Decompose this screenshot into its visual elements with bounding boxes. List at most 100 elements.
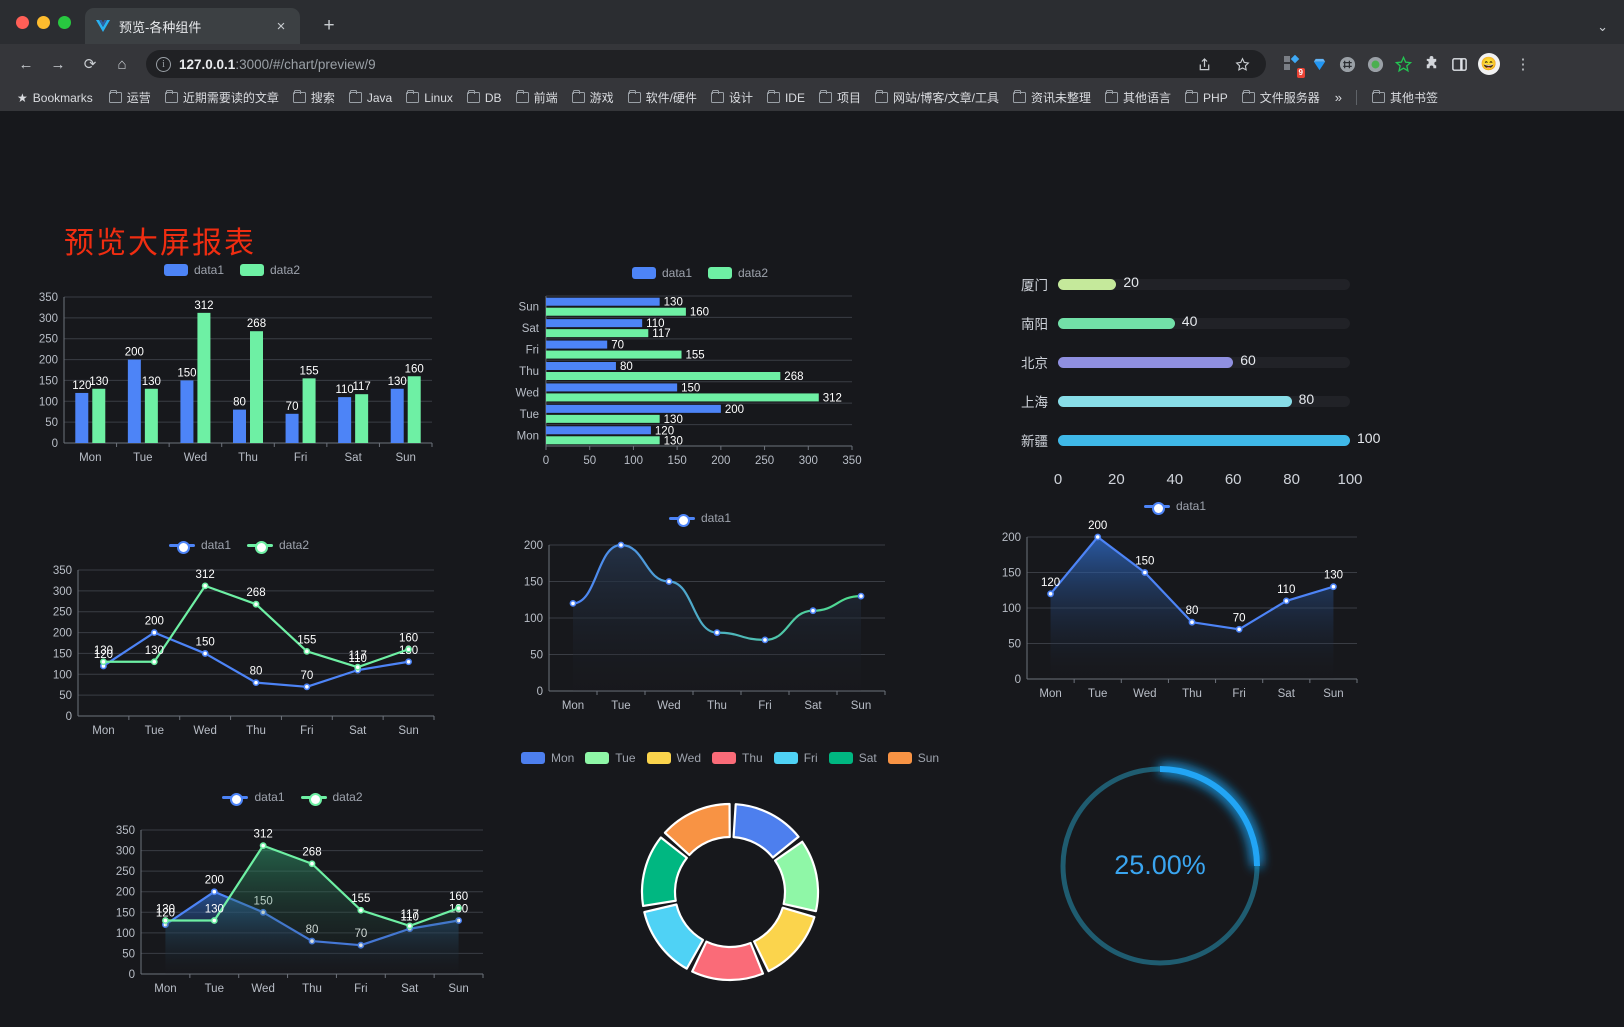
hash-circle-icon[interactable]	[1338, 55, 1357, 74]
reload-icon[interactable]: ⟳	[83, 56, 97, 73]
maximize-window-button[interactable]	[58, 15, 71, 29]
chart-legend[interactable]: data1	[505, 511, 895, 527]
svg-text:120: 120	[72, 380, 91, 392]
diamond-icon[interactable]	[1310, 55, 1329, 74]
legend-item[interactable]: data2	[247, 538, 309, 554]
bookmark-folder[interactable]: 网站/博客/文章/工具	[868, 87, 1006, 108]
browser-menu-icon[interactable]: ⋮	[1515, 56, 1531, 73]
progress-value: 40	[1181, 312, 1198, 329]
legend-item[interactable]: Thu	[712, 751, 763, 765]
donut-slice[interactable]	[732, 803, 800, 859]
home-icon[interactable]: ⌂	[117, 55, 127, 73]
window-controls	[12, 0, 85, 44]
chart-legend[interactable]: data1 data2	[34, 538, 444, 554]
sidepanel-icon[interactable]	[1450, 55, 1469, 74]
progress-row[interactable]: 北京 60	[1000, 349, 1350, 375]
bookmark-folder[interactable]: 前端	[509, 87, 565, 108]
chart-legend[interactable]: data1 data2	[22, 263, 442, 277]
grid-blue-ext-icon[interactable]: 9	[1282, 55, 1305, 78]
bookmarks-overflow-button[interactable]: »	[1334, 90, 1342, 105]
chart-legend[interactable]: Mon Tue Wed Thu Fri Sat Sun	[520, 751, 939, 765]
back-icon[interactable]: ←	[18, 55, 34, 73]
minimize-window-button[interactable]	[37, 15, 50, 29]
browser-tab[interactable]: 预览-各种组件 ×	[85, 8, 300, 44]
donut-slice[interactable]	[691, 940, 765, 982]
svg-text:Tue: Tue	[520, 409, 539, 421]
bookmark-folder[interactable]: 设计	[704, 87, 760, 108]
chart-legend[interactable]: data1 data2	[500, 266, 900, 280]
chart-progress-list[interactable]: 厦门 20 南阳 40 北京 60 上海 80 新疆 100 0 20 40 60 80 100	[1000, 271, 1380, 491]
progress-row[interactable]: 南阳 40	[1000, 310, 1350, 336]
donut-slice[interactable]	[753, 906, 816, 973]
legend-item[interactable]: data2	[300, 790, 363, 806]
chart-legend[interactable]: data1	[985, 499, 1365, 515]
bookmark-folder[interactable]: 近期需要读的文章	[158, 87, 286, 108]
bookmark-folder[interactable]: Linux	[399, 89, 460, 107]
legend-item[interactable]: data1	[222, 790, 285, 806]
chart-donut[interactable]: Mon Tue Wed Thu Fri Sat Sun	[520, 751, 939, 1012]
chart-gauge[interactable]: 25.00%	[1040, 746, 1280, 991]
bookmark-folder[interactable]: 运营	[102, 87, 158, 108]
chart-area-single[interactable]: data1 0 50 100 150 200 Mon Tue Wed Thu Fri Sat Sun 1…	[985, 499, 1365, 717]
green-star-icon[interactable]	[1394, 55, 1413, 74]
chart-area-two-series[interactable]: data1 data2 0 50 100 150 200 250 300 350 Mon Tue We…	[95, 790, 490, 1013]
bookmark-folder[interactable]: IDE	[760, 89, 812, 107]
chart-legend[interactable]: data1 data2	[95, 790, 490, 806]
legend-item[interactable]: data1	[1143, 499, 1206, 515]
forward-icon[interactable]: →	[50, 55, 66, 73]
folder-icon	[515, 89, 529, 103]
legend-item[interactable]: data1	[168, 538, 231, 554]
progress-axis: 0 20 40 60 80 100	[1054, 471, 1363, 491]
chevron-down-icon[interactable]: ⌄	[1597, 19, 1608, 34]
green-circle-icon[interactable]	[1366, 55, 1385, 74]
bookmark-folder[interactable]: 项目	[812, 87, 868, 108]
legend-item[interactable]: data1	[163, 263, 224, 277]
bookmark-folder[interactable]: 软件/硬件	[621, 87, 704, 108]
share-icon[interactable]	[1190, 50, 1218, 78]
bookmark-folder[interactable]: DB	[460, 89, 509, 107]
bookmark-star-icon[interactable]	[1228, 50, 1256, 78]
svg-text:160: 160	[405, 363, 424, 375]
donut-slice[interactable]	[774, 840, 820, 913]
avatar[interactable]: 😄	[1478, 53, 1500, 75]
donut-slice[interactable]	[663, 802, 731, 857]
bookmark-folder[interactable]: 文件服务器	[1235, 87, 1327, 108]
close-window-button[interactable]	[16, 15, 29, 29]
site-info-icon[interactable]: i	[156, 56, 171, 72]
legend-item[interactable]: data2	[708, 266, 768, 280]
legend-item[interactable]: Fri	[773, 751, 818, 765]
puzzle-icon[interactable]	[1422, 55, 1441, 74]
legend-item[interactable]: Wed	[646, 751, 701, 765]
chart-vertical-bar[interactable]: data1 data2 0 50 100 150 200 250 300 350 Mon 120 13…	[22, 263, 442, 478]
bookmark-folder[interactable]: Java	[342, 89, 399, 107]
chart-smooth-line[interactable]: data1 0 50 100 150 200 Mon Tue Wed Thu Fri Sat Sun	[505, 511, 895, 726]
legend-item[interactable]: data1	[631, 266, 692, 280]
address-bar[interactable]: i 127.0.0.1:3000/#/chart/preview/9	[146, 50, 1266, 78]
donut-slice[interactable]	[640, 836, 688, 908]
legend-item[interactable]: Sat	[828, 751, 877, 765]
axis-tick-label: 100	[1337, 471, 1363, 488]
progress-row[interactable]: 新疆 100	[1000, 427, 1380, 453]
bookmark-folder[interactable]: 搜索	[286, 87, 342, 108]
divider	[1355, 90, 1357, 105]
legend-item[interactable]: Tue	[585, 751, 636, 765]
donut-slice[interactable]	[643, 903, 705, 970]
bookmarks-root[interactable]: ★ Bookmarks	[10, 89, 100, 107]
close-tab-button[interactable]: ×	[276, 17, 286, 35]
other-bookmarks-folder[interactable]: 其他书签	[1365, 87, 1445, 108]
svg-text:150: 150	[39, 375, 58, 387]
progress-row[interactable]: 上海 80	[1000, 388, 1350, 414]
chart-horizontal-bar[interactable]: data1 data2 0 50 100 150 200 250 300 350 Sun 130 16…	[500, 266, 900, 486]
new-tab-button[interactable]: +	[323, 15, 335, 36]
bookmark-folder[interactable]: 资讯未整理	[1006, 87, 1098, 108]
progress-row[interactable]: 厦门 20	[1000, 271, 1350, 297]
chart-line-two-series[interactable]: data1 data2 0 50 100 150 200 250 300 350 Mon Tue We…	[34, 538, 444, 756]
legend-item[interactable]: data2	[240, 263, 300, 277]
legend-item[interactable]: Sun	[887, 751, 939, 765]
bookmark-label: IDE	[784, 90, 805, 105]
bookmark-folder[interactable]: 游戏	[565, 87, 621, 108]
bookmark-folder[interactable]: 其他语言	[1098, 87, 1178, 108]
legend-item[interactable]: Mon	[520, 751, 574, 765]
legend-item[interactable]: data1	[668, 511, 731, 527]
bookmark-folder[interactable]: PHP	[1178, 89, 1235, 107]
